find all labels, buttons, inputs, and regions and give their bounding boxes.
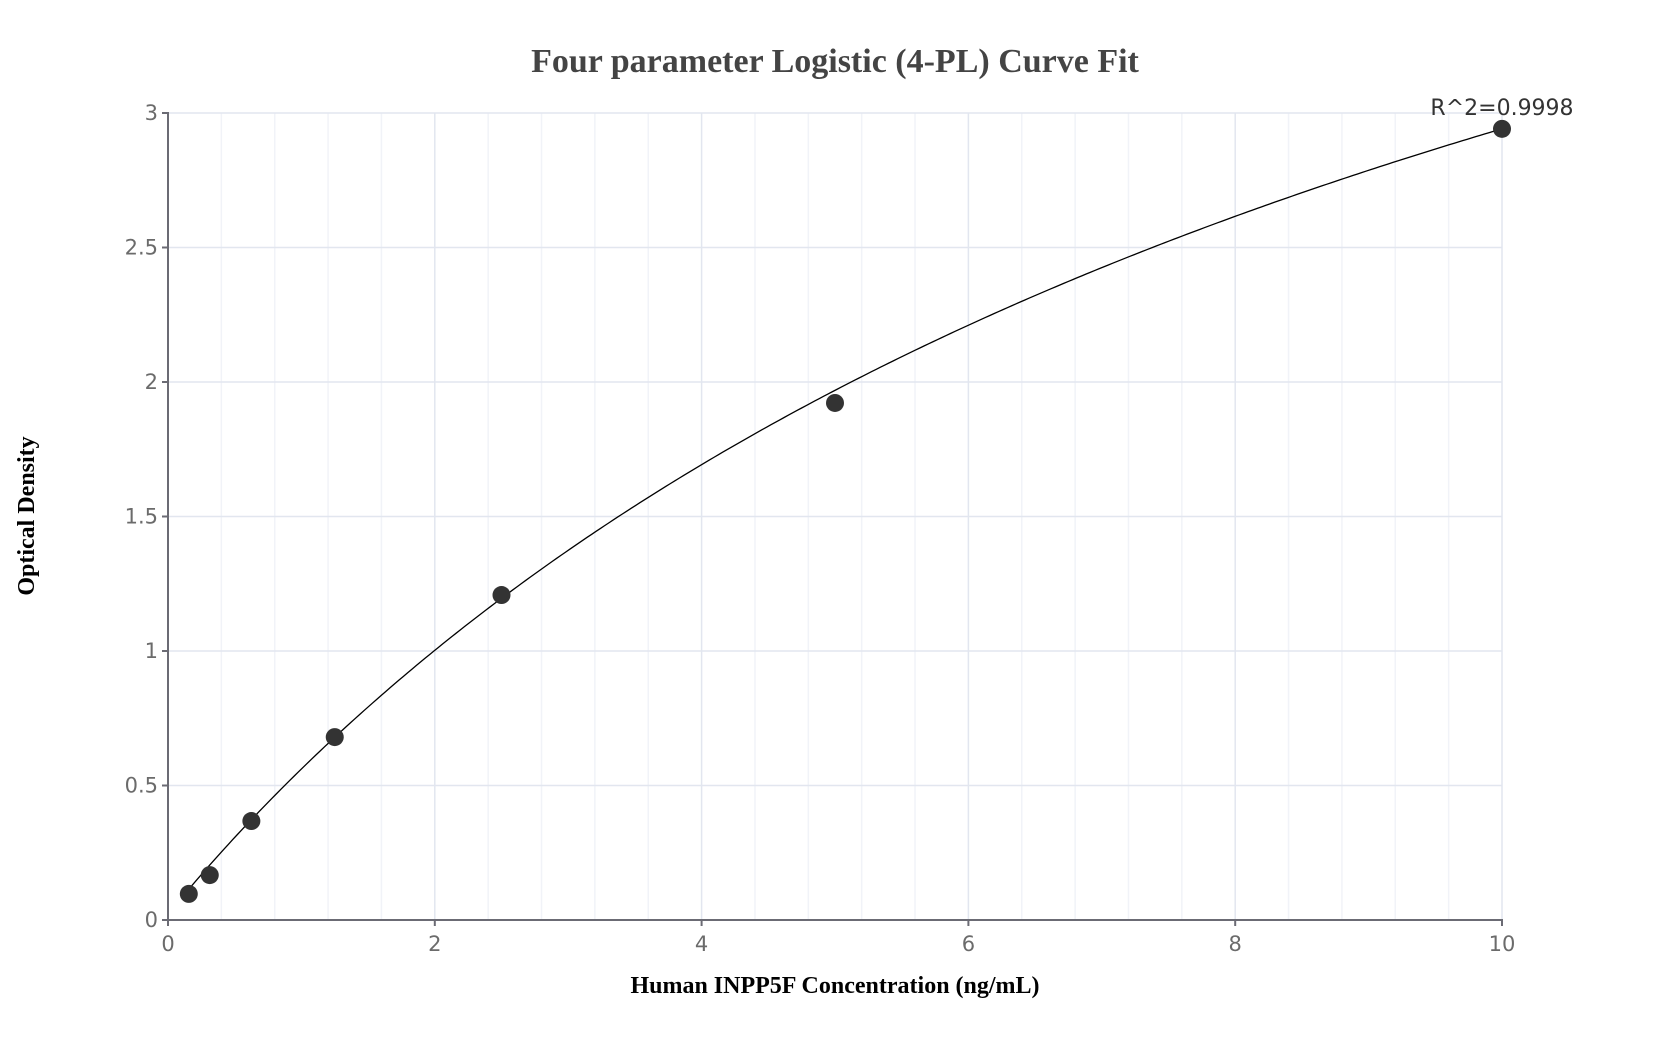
- x-axis-ticks: 0 2 4 6 8 10: [161, 920, 1515, 956]
- chart-title: Four parameter Logistic (4-PL) Curve Fit: [531, 43, 1139, 80]
- grid: [168, 112, 1503, 920]
- y-axis-ticks: 0 0.5 1 1.5 2 2.5 3: [125, 101, 168, 932]
- data-point: [826, 393, 844, 412]
- data-point: [1493, 119, 1511, 138]
- y-tick-label: 1: [145, 639, 158, 663]
- x-tick-label: 10: [1489, 932, 1516, 956]
- data-point: [492, 586, 511, 605]
- x-axis-title: Human INPP5F Concentration (ng/mL): [630, 973, 1039, 999]
- x-tick-label: 0: [161, 932, 174, 956]
- x-tick-label: 8: [1229, 932, 1242, 956]
- y-tick-label: 2: [145, 370, 158, 394]
- x-tick-label: 4: [695, 932, 708, 956]
- y-tick-label: 2.5: [125, 236, 158, 260]
- x-tick-label: 2: [428, 932, 441, 956]
- data-point: [325, 728, 344, 747]
- x-tick-label: 6: [962, 932, 975, 956]
- data-point: [179, 884, 198, 903]
- y-axis-title: Optical Density: [14, 436, 40, 595]
- fit-curve-path: [188, 128, 1503, 890]
- y-tick-label: 0.5: [125, 774, 158, 798]
- data-point: [200, 866, 219, 885]
- data-points: [179, 119, 1511, 903]
- y-tick-label: 1.5: [125, 505, 158, 529]
- y-tick-label: 0: [145, 908, 158, 932]
- y-tick-label: 3: [145, 101, 158, 125]
- fit-curve: [188, 128, 1503, 890]
- data-point: [242, 812, 261, 831]
- r-squared-annotation: R^2=0.9998: [1430, 96, 1573, 121]
